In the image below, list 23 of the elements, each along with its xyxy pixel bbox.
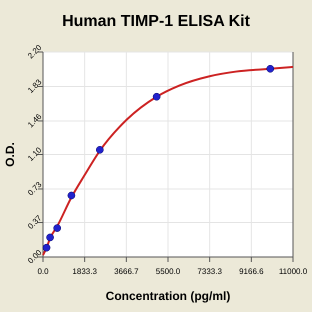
x-tick-label: 3666.7 — [114, 267, 140, 276]
y-tick-label: 1.46 — [26, 112, 44, 130]
point — [68, 192, 76, 200]
y-tick-label: 1.83 — [26, 77, 44, 95]
y-tick-label: 1.10 — [26, 145, 44, 163]
x-tick-label: 11000.0 — [278, 267, 308, 276]
x-tick-label: 5500.0 — [156, 267, 181, 276]
point — [42, 244, 50, 252]
y-tick-label: 0.73 — [26, 180, 44, 198]
x-axis-title: Concentration (pg/ml) — [106, 289, 230, 303]
y-axis-title: O.D. — [3, 142, 17, 167]
y-tick-label: 0.00 — [26, 248, 44, 266]
chart-title: Human TIMP-1 ELISA Kit — [62, 13, 251, 30]
x-tick-label: 7333.3 — [197, 267, 222, 276]
x-tick-label: 9166.6 — [239, 267, 264, 276]
point — [46, 234, 54, 242]
point — [53, 224, 62, 232]
point — [152, 92, 160, 101]
y-tick-label: 0.37 — [26, 213, 44, 231]
x-tick-label: 1833.3 — [72, 267, 98, 276]
point — [96, 146, 104, 154]
point — [266, 64, 274, 73]
x-tick-label: 0.0 — [37, 267, 50, 276]
